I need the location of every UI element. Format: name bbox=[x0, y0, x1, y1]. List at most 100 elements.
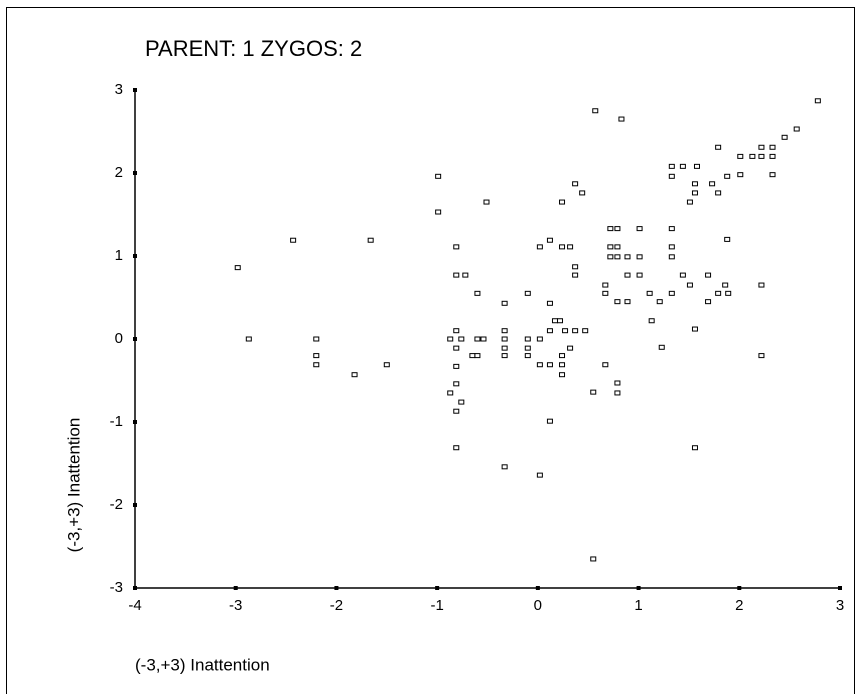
point bbox=[607, 254, 614, 260]
point bbox=[367, 237, 374, 243]
point bbox=[668, 254, 675, 260]
point bbox=[447, 336, 454, 342]
point bbox=[624, 272, 631, 278]
point bbox=[607, 226, 614, 232]
point bbox=[636, 254, 643, 260]
point bbox=[313, 353, 320, 359]
point bbox=[686, 199, 693, 205]
point bbox=[572, 264, 579, 270]
point bbox=[469, 353, 476, 359]
point bbox=[567, 244, 574, 250]
frame bbox=[6, 7, 855, 694]
point bbox=[567, 345, 574, 351]
point bbox=[668, 290, 675, 296]
point bbox=[602, 362, 609, 368]
point bbox=[447, 390, 454, 396]
point bbox=[435, 209, 442, 215]
x-tick-label: -2 bbox=[330, 597, 343, 614]
point bbox=[546, 418, 553, 424]
point bbox=[709, 181, 716, 187]
x-tick-label: -1 bbox=[430, 597, 443, 614]
point bbox=[501, 464, 508, 470]
point bbox=[722, 282, 729, 288]
point bbox=[715, 190, 722, 196]
point bbox=[691, 190, 698, 196]
y-tick-label: 0 bbox=[115, 330, 123, 347]
point bbox=[658, 344, 665, 350]
x-tick bbox=[535, 586, 540, 590]
point bbox=[648, 318, 655, 324]
point bbox=[524, 345, 531, 351]
x-tick-label: 2 bbox=[735, 597, 743, 614]
point bbox=[546, 237, 553, 243]
point bbox=[453, 445, 460, 451]
x-tick bbox=[334, 586, 339, 590]
x-tick bbox=[133, 586, 137, 590]
point bbox=[453, 408, 460, 414]
point bbox=[582, 328, 589, 334]
point bbox=[501, 336, 508, 342]
point bbox=[705, 272, 712, 278]
point bbox=[559, 353, 566, 359]
point bbox=[474, 336, 481, 342]
point bbox=[737, 172, 744, 178]
y-tick-label: -1 bbox=[110, 413, 123, 430]
point bbox=[749, 153, 756, 159]
point bbox=[725, 290, 732, 296]
point bbox=[536, 362, 543, 368]
y-tick bbox=[133, 337, 137, 341]
point bbox=[572, 328, 579, 334]
point bbox=[758, 153, 765, 159]
point bbox=[793, 126, 800, 132]
point bbox=[480, 336, 487, 342]
point bbox=[483, 199, 490, 205]
point bbox=[769, 153, 776, 159]
y-tick bbox=[133, 254, 137, 258]
point bbox=[245, 336, 252, 342]
point bbox=[524, 290, 531, 296]
point bbox=[536, 336, 543, 342]
point bbox=[758, 282, 765, 288]
point bbox=[501, 328, 508, 334]
point bbox=[559, 372, 566, 378]
point bbox=[656, 299, 663, 305]
point bbox=[562, 328, 569, 334]
point bbox=[453, 328, 460, 334]
point bbox=[313, 362, 320, 368]
point bbox=[453, 272, 460, 278]
point bbox=[614, 244, 621, 250]
y-tick-label: -3 bbox=[110, 579, 123, 596]
point bbox=[453, 381, 460, 387]
point bbox=[579, 190, 586, 196]
point bbox=[705, 299, 712, 305]
point bbox=[618, 116, 625, 122]
point bbox=[607, 244, 614, 250]
point bbox=[458, 336, 465, 342]
point bbox=[501, 353, 508, 359]
x-tick-label: 0 bbox=[534, 597, 542, 614]
point bbox=[501, 300, 508, 306]
point bbox=[686, 282, 693, 288]
y-tick-label: 1 bbox=[115, 247, 123, 264]
chart-title: PARENT: 1 ZYGOS: 2 bbox=[145, 36, 362, 61]
x-tick bbox=[838, 586, 842, 590]
point bbox=[474, 290, 481, 296]
point bbox=[679, 163, 686, 169]
point bbox=[458, 399, 465, 405]
y-tick-label: 2 bbox=[115, 164, 123, 181]
point bbox=[614, 226, 621, 232]
x-axis-label: (-3,+3) Inattention bbox=[135, 655, 270, 674]
y-tick bbox=[133, 503, 137, 507]
point bbox=[679, 272, 686, 278]
point bbox=[724, 173, 731, 179]
point bbox=[691, 445, 698, 451]
point bbox=[668, 163, 675, 169]
y-tick bbox=[133, 171, 137, 175]
point bbox=[572, 181, 579, 187]
point bbox=[758, 144, 765, 150]
point bbox=[453, 345, 460, 351]
y-tick bbox=[133, 88, 137, 92]
point bbox=[313, 336, 320, 342]
y-tick-label: 3 bbox=[115, 81, 123, 98]
